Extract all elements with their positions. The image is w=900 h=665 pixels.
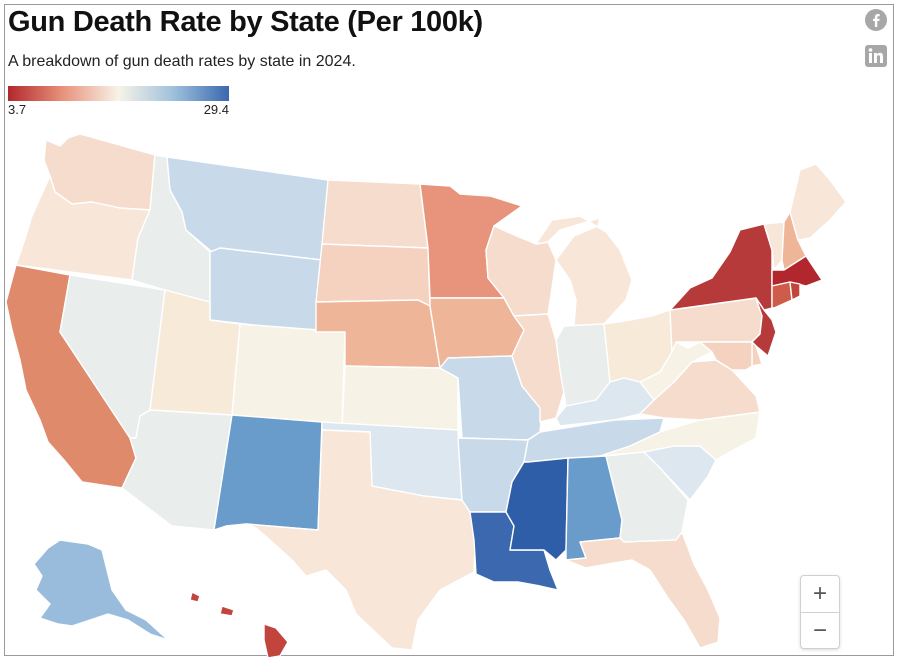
state-alaska[interactable] — [33, 539, 169, 641]
share-toolbar — [864, 8, 888, 116]
state-hawaii-big-island[interactable] — [263, 623, 289, 659]
state-connecticut[interactable] — [771, 281, 793, 309]
chart-title: Gun Death Rate by State (Per 100k) — [8, 6, 483, 38]
linkedin-share-button[interactable] — [864, 44, 888, 68]
facebook-share-button[interactable] — [864, 8, 888, 32]
state-florida[interactable] — [565, 531, 721, 649]
x-icon — [866, 82, 886, 102]
state-new-york[interactable] — [669, 223, 773, 311]
zoom-out-button[interactable]: − — [812, 617, 827, 644]
state-hawaii-maui[interactable] — [219, 605, 235, 617]
state-arizona[interactable] — [121, 409, 233, 531]
state-south-dakota[interactable] — [315, 243, 431, 307]
state-colorado[interactable] — [231, 323, 346, 429]
linkedin-icon — [865, 45, 887, 67]
state-illinois[interactable] — [511, 313, 565, 423]
legend-gradient-bar — [8, 86, 229, 101]
color-legend: 3.7 29.4 — [8, 86, 229, 117]
state-kansas[interactable] — [341, 365, 459, 431]
state-new-mexico[interactable] — [213, 414, 323, 531]
chart-subtitle: A breakdown of gun death rates by state … — [8, 53, 356, 70]
x-share-button[interactable] — [864, 80, 888, 104]
state-wisconsin[interactable] — [485, 225, 557, 317]
facebook-icon — [865, 9, 887, 31]
state-rhode-island[interactable] — [789, 281, 801, 301]
legend-labels: 3.7 29.4 — [8, 101, 229, 117]
us-choropleth — [5, 133, 847, 659]
legend-max-label: 29.4 — [203, 102, 229, 117]
state-vermont[interactable] — [763, 221, 785, 271]
state-hawaii[interactable] — [189, 591, 201, 603]
state-michigan[interactable] — [535, 215, 633, 327]
zoom-controls: + − — [800, 575, 840, 649]
state-maryland[interactable] — [699, 341, 753, 371]
state-new-jersey[interactable] — [751, 297, 777, 357]
zoom-in-button[interactable]: + — [801, 576, 839, 613]
legend-min-label: 3.7 — [8, 102, 27, 117]
state-north-carolina[interactable] — [599, 411, 761, 461]
state-maine[interactable] — [789, 163, 847, 241]
us-map — [0, 120, 900, 660]
state-wyoming[interactable] — [209, 247, 323, 333]
state-north-dakota[interactable] — [321, 179, 429, 249]
chart-frame — [4, 4, 894, 656]
state-texas[interactable] — [245, 429, 477, 651]
